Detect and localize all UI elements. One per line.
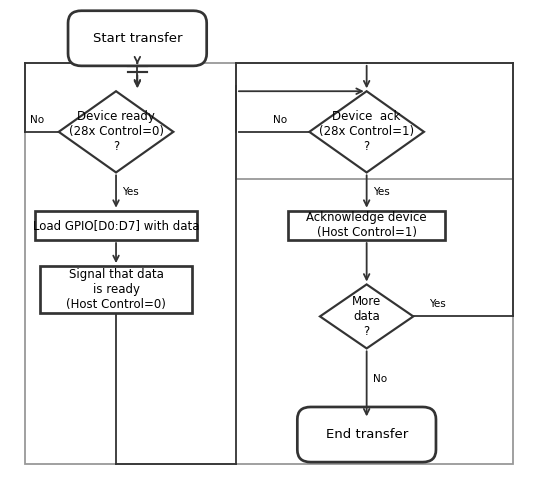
Text: Yes: Yes (122, 187, 139, 197)
Text: End transfer: End transfer (325, 428, 408, 441)
Text: Acknowledge device
(Host Control=1): Acknowledge device (Host Control=1) (307, 211, 427, 240)
FancyBboxPatch shape (68, 11, 207, 66)
FancyBboxPatch shape (297, 407, 436, 462)
Text: Signal that data
is ready
(Host Control=0): Signal that data is ready (Host Control=… (66, 268, 166, 311)
Bar (40, 266, 192, 313)
Text: No: No (273, 114, 287, 125)
Text: No: No (31, 114, 44, 125)
Bar (35, 210, 197, 240)
Text: Start transfer: Start transfer (93, 32, 182, 45)
Text: Yes: Yes (373, 187, 390, 197)
Text: Device ready
(28x Control=0)
?: Device ready (28x Control=0) ? (69, 110, 163, 153)
Text: Yes: Yes (429, 299, 446, 309)
Bar (25, 63, 513, 464)
Polygon shape (309, 91, 424, 172)
Bar (236, 63, 513, 179)
Bar (288, 210, 445, 240)
Polygon shape (59, 91, 173, 172)
Text: Load GPIO[D0:D7] with data: Load GPIO[D0:D7] with data (33, 219, 199, 232)
Text: More
data
?: More data ? (352, 295, 381, 338)
Polygon shape (320, 285, 413, 348)
Text: No: No (373, 374, 387, 384)
Text: Device  ack
(28x Control=1)
?: Device ack (28x Control=1) ? (319, 110, 414, 153)
